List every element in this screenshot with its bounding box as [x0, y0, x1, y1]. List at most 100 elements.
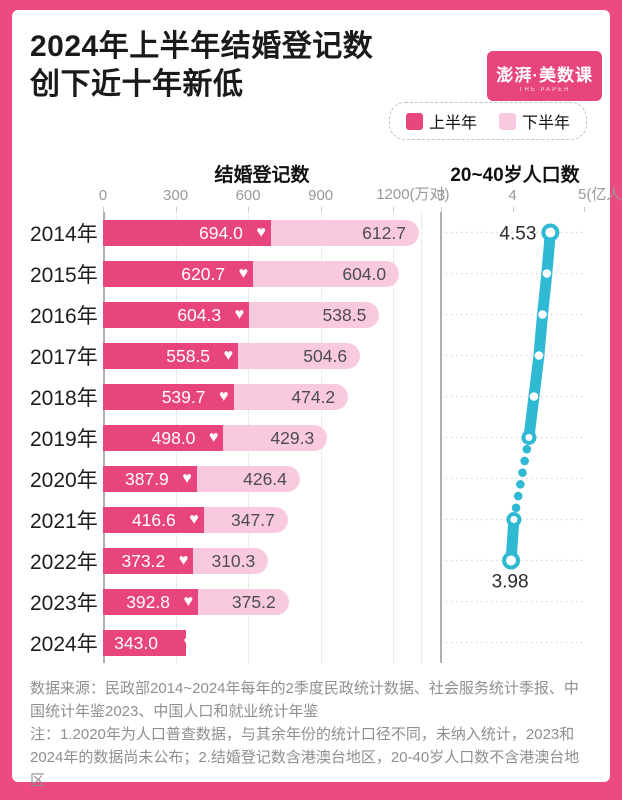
first-half-bar: 604.3 ♥	[103, 301, 250, 328]
first-half-value: 392.8	[126, 591, 170, 612]
axis-tick-label: 0	[98, 187, 108, 204]
heart-icon: ♥	[219, 387, 229, 405]
chart-row: 2015年 620.7 ♥ 604.0	[30, 253, 592, 294]
second-half-value: 604.0	[342, 263, 387, 284]
second-half-bar: 347.7	[203, 506, 288, 533]
first-half-bar: 620.7 ♥	[103, 260, 254, 287]
chart-row: 2020年 387.9 ♥ 426.4	[30, 458, 592, 499]
chart-row: 2024年 343.0 ♥	[30, 622, 592, 663]
data-point-marker	[506, 512, 522, 527]
second-half-value: 310.3	[211, 550, 256, 571]
axis-tick-mark	[248, 207, 250, 212]
bar-track: 558.5 ♥ 504.6	[103, 342, 421, 369]
year-label: 2016年	[30, 304, 98, 328]
heart-icon: ♥	[234, 305, 245, 323]
page-title: 2024年上半年结婚登记数 创下近十年新低	[30, 28, 592, 104]
data-point-label: 4.53	[499, 224, 536, 245]
second-half-bar: 474.2	[233, 383, 349, 410]
bar-track: 343.0 ♥	[103, 629, 421, 656]
year-label: 2018年	[30, 386, 98, 410]
year-label: 2017年	[30, 345, 98, 369]
first-half-value: 387.9	[125, 468, 169, 489]
year-label: 2020年	[30, 468, 98, 492]
bar-track: 498.0 ♥ 429.3	[103, 424, 421, 451]
chart-row: 2018年 539.7 ♥ 474.2	[30, 376, 592, 417]
second-half-bar: 426.4	[196, 465, 300, 492]
first-half-value: 604.3	[177, 304, 222, 325]
first-half-value: 694.0	[199, 222, 243, 243]
dotted-segment-dot	[518, 468, 527, 477]
bar-rows: 2014年 694.0 ♥ 612.7 2015年 620.7 ♥ 604.0 2016年 604…	[30, 212, 592, 663]
first-half-bar: 343.0 ♥	[103, 629, 186, 656]
second-half-value: 504.6	[303, 345, 348, 366]
first-half-bar: 392.8 ♥	[103, 588, 198, 615]
first-half-swatch-icon	[405, 112, 423, 130]
first-half-bar: 539.7 ♥	[103, 383, 234, 410]
first-half-value: 620.7	[181, 263, 226, 284]
legend: 上半年 下半年	[388, 102, 587, 140]
bar-track: 392.8 ♥ 375.2	[103, 588, 421, 615]
bar-track: 604.3 ♥ 538.5	[103, 301, 421, 328]
second-half-value: 429.3	[270, 427, 315, 448]
heart-icon: ♥	[183, 592, 193, 610]
axis-tick-mark	[584, 207, 585, 212]
data-point-marker	[529, 392, 539, 401]
year-label: 2021年	[30, 509, 98, 533]
first-half-value: 498.0	[151, 427, 196, 448]
bar-track: 373.2 ♥ 310.3	[103, 547, 421, 574]
axis-tick-label: 1200(万对)	[376, 186, 450, 203]
chart-row: 2021年 416.6 ♥ 347.7	[30, 499, 592, 540]
second-half-bar: 612.7	[270, 219, 419, 246]
axis-tick-mark	[320, 207, 322, 212]
second-half-bar: 310.3	[193, 547, 269, 574]
bar-track: 539.7 ♥ 474.2	[103, 383, 421, 410]
bar-track: 387.9 ♥ 426.4	[103, 465, 421, 492]
year-label: 2015年	[30, 263, 98, 287]
chart-row: 2016年 604.3 ♥ 538.5	[30, 294, 592, 335]
dotted-segment-dot	[522, 444, 532, 454]
axis-tick-label: 600	[235, 187, 261, 204]
chart-row: 2017年 558.5 ♥ 504.6	[30, 335, 592, 376]
heart-icon: ♥	[208, 428, 219, 446]
second-half-value: 612.7	[362, 222, 406, 243]
logo-text: 澎湃·美数课	[496, 66, 593, 85]
heart-icon: ♥	[256, 223, 266, 241]
second-half-bar: 504.6	[238, 342, 361, 369]
line-chart-plot: 4.53 3.98	[440, 212, 590, 663]
axis-tick-mark	[175, 207, 177, 212]
title-line-1: 2024年上半年结婚登记数	[30, 30, 374, 63]
heart-icon: ♥	[178, 551, 189, 569]
heart-icon: ♥	[182, 469, 192, 487]
chart-titles-row: 结婚登记数 20~40岁人口数	[30, 160, 592, 186]
data-point-marker	[534, 351, 544, 360]
first-half-value: 558.5	[166, 345, 211, 366]
first-half-bar: 387.9 ♥	[103, 465, 197, 492]
publisher-logo: 澎湃·美数课 THE PAPER	[487, 51, 602, 101]
axis-row: 0 300 600 900 1200(万对) 3 4 5(亿人)	[30, 184, 622, 212]
chart-row: 2022年 373.2 ♥ 310.3	[30, 540, 592, 581]
year-label: 2022年	[30, 550, 98, 574]
dotted-segment-dot	[520, 456, 529, 466]
second-half-bar: 429.3	[223, 424, 328, 451]
axis-tick-label: 3	[436, 187, 446, 204]
first-half-bar: 416.6 ♥	[103, 506, 204, 533]
first-half-bar: 498.0 ♥	[103, 424, 224, 451]
chart-row: 2019年 498.0 ♥ 429.3	[30, 417, 592, 458]
second-half-value: 375.2	[231, 591, 276, 612]
first-half-bar: 373.2 ♥	[103, 547, 194, 574]
infographic-card: 2024年上半年结婚登记数 创下近十年新低 澎湃·美数课 THE PAPER 上…	[12, 10, 622, 789]
first-half-bar: 694.0 ♥	[103, 219, 271, 246]
dotted-segment-dot	[511, 503, 521, 513]
line-chart-title: 20~40岁人口数	[450, 165, 580, 186]
data-point-marker	[542, 269, 552, 278]
chart-row: 2014年 694.0 ♥ 612.7	[30, 212, 592, 253]
footer: 数据来源：民政部2014~2024年每年的2季度民政统计数据、社会服务统计季报、…	[30, 677, 592, 792]
second-half-value: 474.2	[291, 386, 336, 407]
first-half-value: 416.6	[131, 509, 176, 530]
axis-tick-mark	[103, 207, 104, 212]
year-label: 2014年	[30, 222, 98, 246]
population-line-chart: 4.53 3.98	[440, 212, 586, 663]
year-label: 2024年	[30, 632, 98, 656]
second-half-value: 347.7	[231, 509, 275, 530]
data-point-marker	[538, 310, 547, 319]
